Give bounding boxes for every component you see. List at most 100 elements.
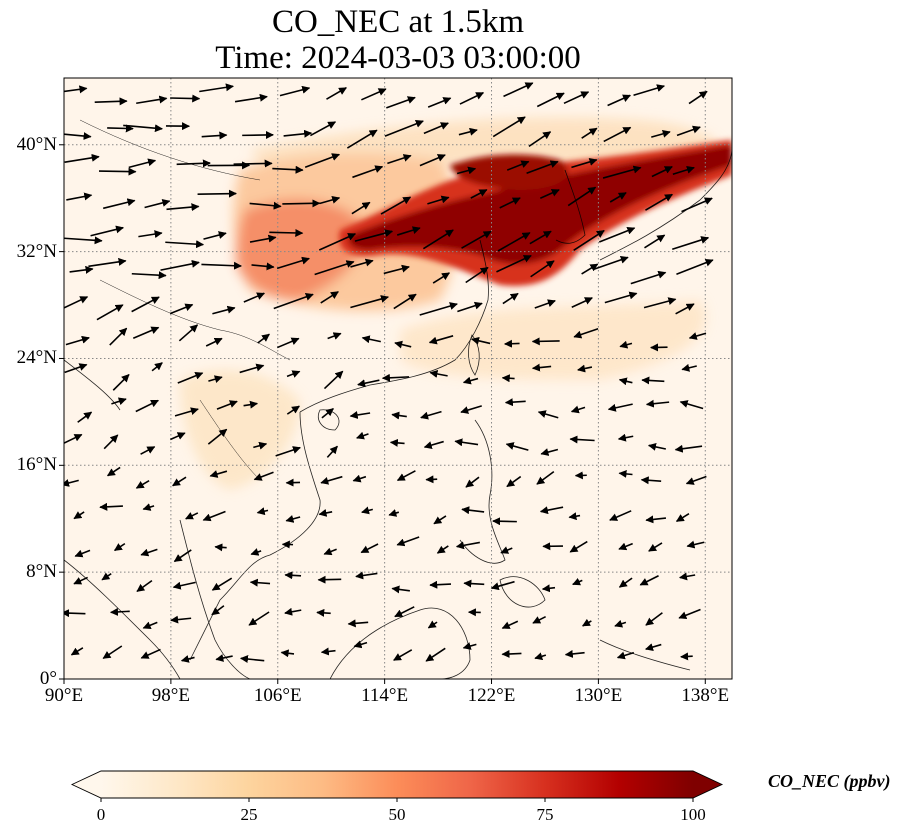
coastline-china xyxy=(299,239,489,413)
wind-arrow xyxy=(242,130,274,139)
wind-arrow xyxy=(170,615,192,624)
wind-arrow xyxy=(320,291,339,304)
wind-arrow xyxy=(388,509,400,517)
wind-arrow xyxy=(457,301,483,313)
wind-arrow xyxy=(501,374,515,383)
coastline-japan xyxy=(599,149,732,261)
wind-arrow xyxy=(570,405,586,414)
wind-arrow xyxy=(350,295,389,309)
wind-arrow xyxy=(318,508,333,517)
colorbar-tick-label: 0 xyxy=(96,805,106,824)
wind-arrow xyxy=(674,444,703,453)
wind-arrow xyxy=(458,127,478,136)
coastline-sumatra xyxy=(64,559,181,679)
wind-arrow xyxy=(396,470,416,482)
wind-arrow xyxy=(506,160,530,171)
wind-arrow xyxy=(64,363,88,374)
wind-arrow xyxy=(617,433,634,442)
wind-arrow xyxy=(309,121,337,137)
wind-arrow xyxy=(273,293,314,310)
wind-arrow xyxy=(391,411,407,420)
wind-arrow xyxy=(211,605,225,616)
wind-arrow xyxy=(64,85,88,94)
wind-arrow xyxy=(492,116,526,138)
wind-arrow xyxy=(571,158,598,169)
coastline-luzon xyxy=(459,419,506,564)
wind-arrow xyxy=(99,502,123,511)
wind-arrow xyxy=(201,131,228,140)
coastlines xyxy=(64,119,732,679)
wind-arrow xyxy=(609,510,632,521)
wind-arrow xyxy=(572,577,583,586)
wind-arrow xyxy=(352,474,367,483)
wind-vectors xyxy=(64,82,714,664)
border-inland-3 xyxy=(199,399,261,481)
wind-arrow xyxy=(618,542,633,551)
wind-arrow xyxy=(69,265,94,274)
wind-arrow xyxy=(607,403,633,412)
wind-arrow xyxy=(454,438,479,447)
wind-arrow xyxy=(686,540,705,549)
wind-arrow xyxy=(394,606,415,618)
wind-arrow xyxy=(651,129,671,138)
wind-arrow xyxy=(123,124,163,133)
plume-southeast-low xyxy=(400,300,706,380)
coastline-korea xyxy=(555,169,586,244)
wind-arrow xyxy=(208,375,223,383)
wind-arrow xyxy=(172,476,187,487)
wind-arrow xyxy=(216,400,238,410)
wind-arrow xyxy=(112,374,130,391)
wind-arrow xyxy=(239,363,265,374)
wind-arrow xyxy=(616,651,635,660)
wind-arrow xyxy=(74,549,91,558)
wind-arrow xyxy=(502,292,519,305)
wind-arrow xyxy=(351,201,371,215)
wind-arrow xyxy=(361,335,381,344)
wind-arrow xyxy=(249,578,271,587)
wind-arrow xyxy=(323,547,337,556)
wind-arrow xyxy=(275,446,301,457)
wind-arrow xyxy=(172,581,196,590)
wind-arrow xyxy=(280,649,295,658)
wind-arrow xyxy=(284,607,302,616)
wind-arrow xyxy=(166,203,200,212)
wind-arrow xyxy=(320,647,336,656)
y-tick-label: 24°N xyxy=(16,347,57,369)
wind-arrow xyxy=(604,291,638,304)
wind-arrow xyxy=(180,655,195,663)
wind-arrow xyxy=(327,332,342,340)
wind-arrow xyxy=(465,266,489,284)
wind-arrow xyxy=(64,153,100,163)
wind-arrow xyxy=(503,82,534,98)
wind-arrow xyxy=(353,640,368,649)
wind-arrow xyxy=(185,512,199,520)
wind-arrow xyxy=(685,475,707,485)
wind-arrow xyxy=(573,328,599,339)
y-tick-label: 32°N xyxy=(16,240,57,262)
x-tick-label: 98°E xyxy=(151,685,190,706)
plot-title-line2: Time: 2024-03-03 03:00:00 xyxy=(215,40,581,76)
wind-arrow xyxy=(679,400,704,410)
wind-arrow xyxy=(639,575,659,586)
wind-arrow xyxy=(396,536,420,547)
map-frame xyxy=(63,77,733,680)
wind-arrow xyxy=(567,186,597,207)
wind-arrow xyxy=(419,154,446,167)
wind-arrow xyxy=(102,645,123,660)
wind-arrow xyxy=(534,652,547,661)
coastline-new-guinea xyxy=(599,639,691,671)
wind-arrow xyxy=(113,542,126,552)
plume-core-inner xyxy=(348,145,732,265)
axis-ticks xyxy=(59,144,706,684)
wind-arrow xyxy=(90,225,124,237)
coastline-taiwan xyxy=(468,334,480,376)
coastline-malay xyxy=(179,519,251,679)
wind-arrow xyxy=(178,324,199,342)
wind-arrow xyxy=(197,189,237,198)
wind-arrow xyxy=(103,434,119,450)
wind-arrow xyxy=(140,548,158,557)
wind-arrow xyxy=(386,96,416,109)
wind-arrow xyxy=(619,340,633,349)
x-tick-label: 90°E xyxy=(44,685,84,706)
wind-arrow xyxy=(536,92,565,108)
